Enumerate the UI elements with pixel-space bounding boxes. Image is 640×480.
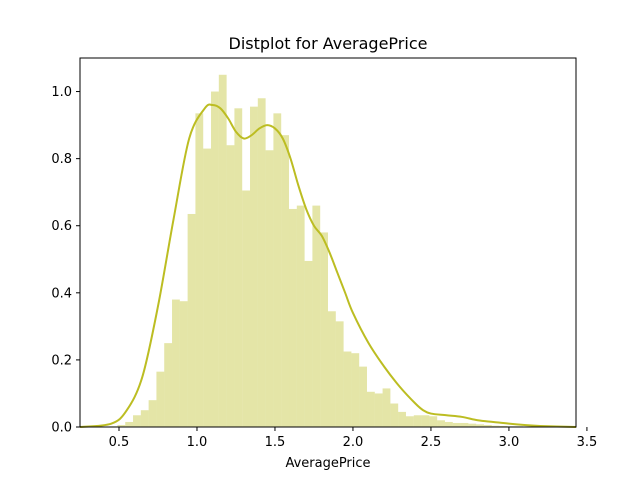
histogram-bar	[257, 98, 266, 427]
histogram-bar	[320, 232, 328, 427]
histogram-bar	[234, 108, 243, 428]
histogram-bar	[226, 145, 235, 427]
x-tick-label: 2.0	[343, 435, 364, 450]
histogram-bar	[140, 410, 149, 427]
histogram-bar	[281, 135, 290, 427]
histogram-bar	[366, 391, 375, 427]
histogram-bar	[444, 421, 453, 427]
histogram-bars	[109, 74, 539, 428]
histogram-bar	[452, 422, 461, 427]
y-tick-label: 0.4	[51, 286, 72, 301]
y-tick-label: 0.6	[51, 219, 72, 234]
histogram-bar	[156, 371, 165, 427]
histogram-bar	[265, 150, 274, 427]
kde-curve	[79, 103, 577, 428]
histogram-bar	[351, 353, 360, 427]
histogram-bar	[374, 393, 383, 427]
histogram-bar	[296, 205, 305, 427]
histogram-bar	[413, 415, 422, 427]
x-tick-label: 3.0	[499, 435, 520, 450]
y-tick-label: 0.2	[51, 353, 72, 368]
histogram-bar	[148, 400, 157, 427]
histogram-bar	[203, 148, 212, 427]
histogram-bar	[468, 423, 477, 427]
histogram-bar	[312, 205, 321, 427]
histogram-bar	[476, 424, 484, 427]
histogram-bar	[273, 113, 282, 427]
y-tick-label: 0.0	[51, 421, 72, 436]
histogram-bar	[398, 411, 406, 427]
histogram-bar	[343, 351, 352, 427]
x-axis: 0.5 1.0 1.5 2.0 2.5 3.0 3.5	[109, 427, 598, 450]
histogram-bar	[164, 343, 173, 427]
histogram-bar	[242, 190, 251, 427]
histogram-bar	[437, 420, 445, 427]
histogram-bar	[187, 213, 196, 427]
histogram-bar	[483, 424, 492, 427]
x-tick-label: 2.5	[421, 435, 442, 450]
y-tick-label: 1.0	[51, 85, 72, 100]
histogram-bar	[405, 416, 414, 427]
x-tick-label: 3.5	[577, 435, 598, 450]
plot-frame	[79, 57, 577, 428]
histogram-bar	[304, 260, 313, 427]
histogram-bar	[429, 416, 438, 427]
histogram-bar	[117, 424, 126, 427]
histogram-bar	[125, 421, 134, 427]
y-tick-label: 0.8	[51, 152, 72, 167]
y-axis: 0.0 0.2 0.4 0.6 0.8 1.0	[51, 85, 80, 436]
histogram-bar	[328, 311, 336, 427]
histogram-bar	[421, 415, 430, 427]
histogram-bar	[133, 415, 141, 427]
histogram-bar	[195, 113, 204, 427]
histogram-bar	[335, 321, 344, 427]
chart-title: Distplot for AveragePrice	[229, 34, 428, 53]
histogram-bar	[172, 299, 180, 427]
histogram-bar	[359, 366, 367, 427]
histogram-bar	[211, 91, 219, 427]
x-tick-label: 0.5	[109, 435, 130, 450]
histogram-bar	[289, 208, 297, 427]
histogram-bar	[460, 422, 469, 427]
histogram-bar	[382, 388, 391, 427]
histogram-bar	[250, 106, 258, 428]
x-axis-label: AveragePrice	[285, 456, 370, 471]
x-tick-label: 1.0	[187, 435, 208, 450]
histogram-bar	[499, 425, 508, 427]
histogram-bar	[390, 403, 399, 427]
histogram-bar	[179, 301, 188, 427]
histogram-bar	[218, 74, 227, 427]
x-tick-label: 1.5	[265, 435, 286, 450]
histogram-bar	[491, 425, 500, 427]
